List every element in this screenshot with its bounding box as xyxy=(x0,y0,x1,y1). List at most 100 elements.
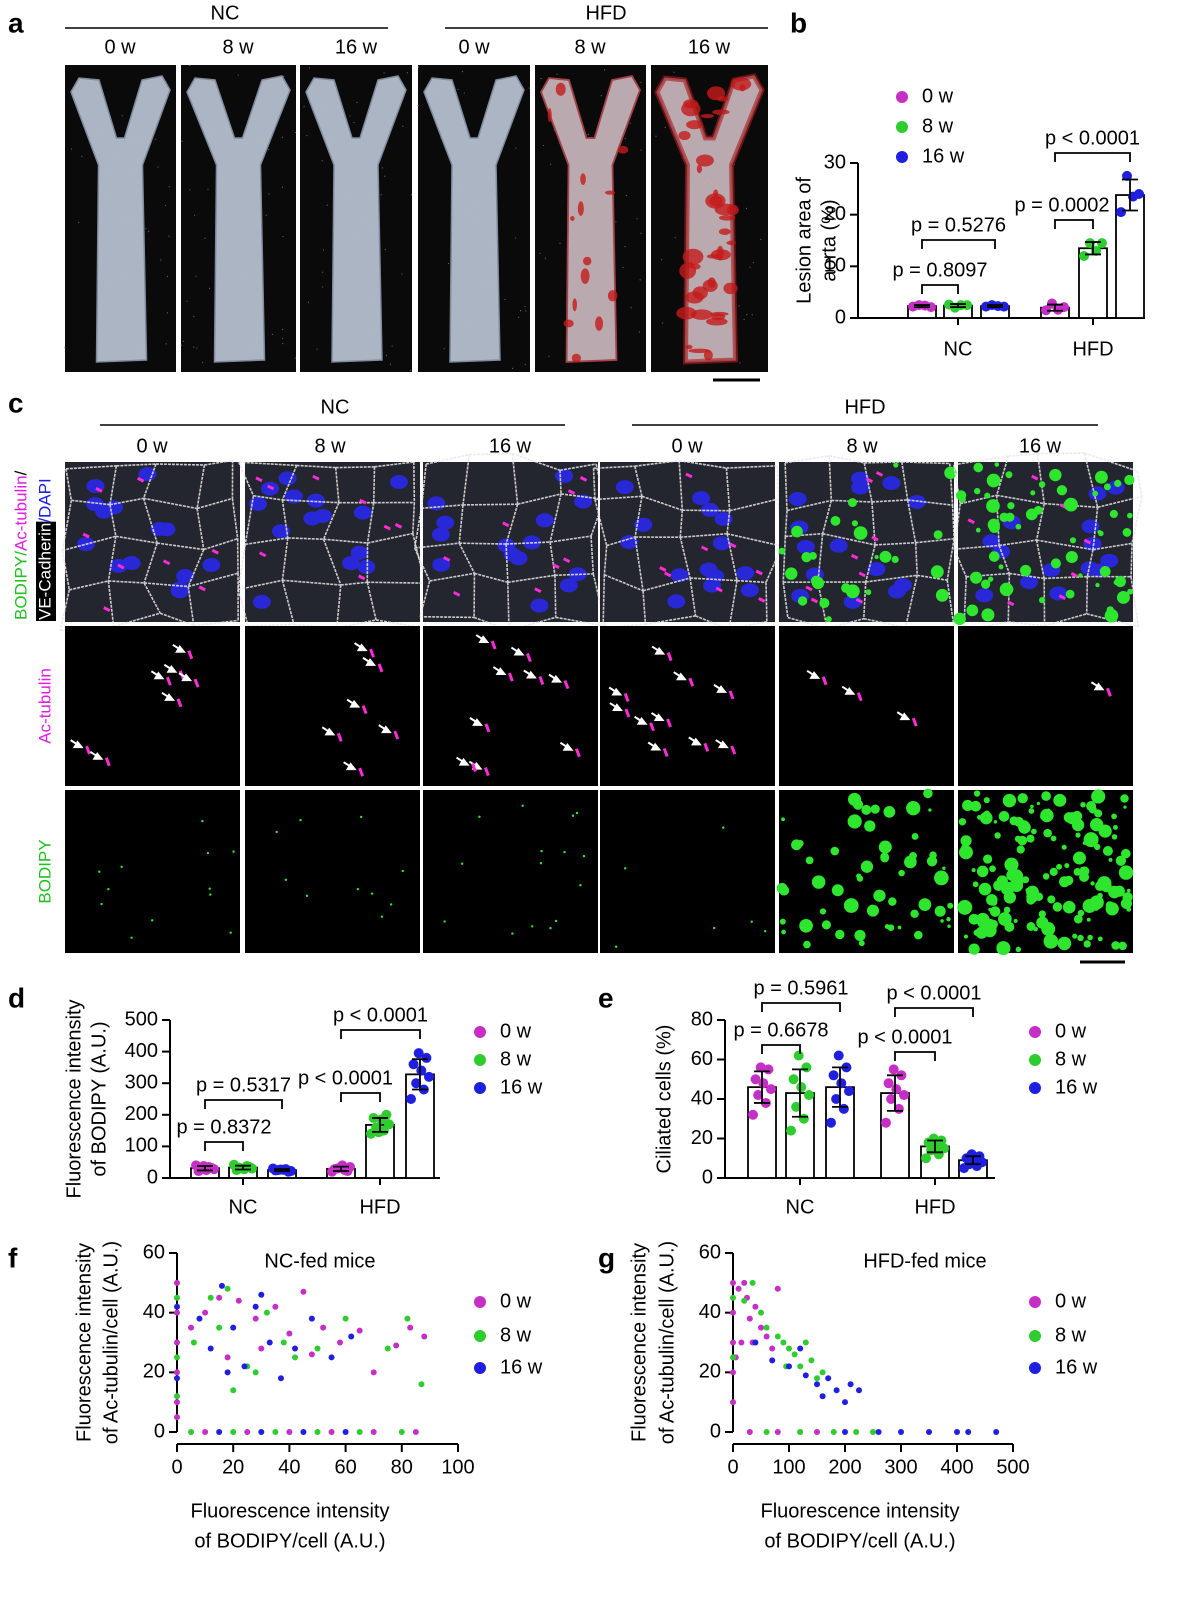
data-point xyxy=(791,1101,802,1112)
lipid xyxy=(996,941,1011,956)
data-point xyxy=(888,1064,899,1075)
lipid xyxy=(791,525,803,538)
lipid xyxy=(792,842,798,848)
x-tick-label: 40 xyxy=(278,1456,300,1478)
speck xyxy=(381,167,383,169)
time-label: 0 w xyxy=(136,435,168,457)
lipid xyxy=(803,940,811,949)
speck xyxy=(384,175,386,177)
data-point xyxy=(418,1381,425,1388)
error-bar xyxy=(274,1168,290,1172)
cilium xyxy=(359,498,367,505)
data-point xyxy=(188,1429,195,1435)
lipid xyxy=(299,818,302,822)
lipid xyxy=(1030,490,1036,496)
speck xyxy=(326,204,328,206)
lipid xyxy=(861,804,872,815)
cilium xyxy=(875,471,884,477)
lipid xyxy=(858,940,865,947)
row-label: Ac-tubulin xyxy=(35,668,54,744)
lipid xyxy=(460,862,464,865)
speck xyxy=(662,322,664,324)
row-label: BODIPY xyxy=(35,839,54,903)
nucleus xyxy=(350,545,369,560)
speck xyxy=(282,337,284,340)
bracket xyxy=(921,284,959,294)
y-tick-label: 100 xyxy=(125,1135,158,1157)
error-bar xyxy=(887,1074,903,1112)
data-point xyxy=(758,1324,764,1331)
lipid xyxy=(1056,863,1063,870)
lipid xyxy=(1042,873,1050,880)
error-bar xyxy=(197,1165,213,1172)
lipid xyxy=(1071,818,1085,832)
image-bg xyxy=(600,790,775,953)
speck xyxy=(447,262,450,265)
lipid xyxy=(1047,895,1056,904)
nucleus xyxy=(202,558,221,573)
nucleus xyxy=(699,562,718,577)
lipid xyxy=(1097,529,1102,535)
cilium xyxy=(563,680,570,690)
speck xyxy=(322,249,325,251)
cilium xyxy=(377,663,384,673)
data-point xyxy=(730,1309,736,1316)
bracket xyxy=(1054,152,1131,162)
micrograph xyxy=(65,790,240,953)
speck xyxy=(515,237,517,239)
cilium xyxy=(255,476,263,483)
arrow xyxy=(647,741,662,751)
speck xyxy=(600,95,602,97)
lipid xyxy=(963,934,969,939)
lipid xyxy=(1030,804,1034,809)
nucleus xyxy=(530,598,549,613)
time-label: 8 w xyxy=(222,36,254,58)
lipid xyxy=(865,589,872,596)
speck xyxy=(443,348,445,350)
lipid xyxy=(1099,566,1111,577)
lipid xyxy=(934,870,949,886)
arrow xyxy=(896,711,911,721)
bracket xyxy=(921,239,996,249)
lipid xyxy=(571,814,575,817)
speck xyxy=(202,361,204,364)
image-bg xyxy=(245,626,420,786)
aorta xyxy=(305,75,407,363)
lipid xyxy=(1122,528,1132,537)
p-value: p = 0.0002 xyxy=(1014,194,1109,216)
lipid xyxy=(401,869,404,873)
lipid xyxy=(478,815,481,819)
data-point xyxy=(348,1333,355,1340)
data-point xyxy=(965,1429,972,1435)
y-axis-label: aorta (%) xyxy=(818,199,840,281)
speck xyxy=(168,186,170,188)
data-point xyxy=(202,1429,209,1435)
x-tick-label: 400 xyxy=(940,1456,973,1478)
lipid xyxy=(999,512,1009,523)
speck xyxy=(148,231,150,233)
aorta-image xyxy=(300,65,412,372)
data-point xyxy=(314,1345,321,1352)
panel-label: g xyxy=(598,1242,615,1273)
legend-marker xyxy=(1029,1330,1041,1342)
legend-label: 0 w xyxy=(1055,1290,1087,1312)
data-point xyxy=(797,1429,804,1435)
aorta-image xyxy=(651,65,768,372)
data-point xyxy=(791,1351,798,1358)
data-point xyxy=(308,1315,315,1322)
lipid xyxy=(960,835,972,847)
cilium xyxy=(165,676,172,686)
x-tick-label: HFD xyxy=(1072,338,1113,360)
data-point xyxy=(336,1339,343,1346)
speck xyxy=(524,306,526,308)
time-label: 16 w xyxy=(489,435,532,457)
data-point xyxy=(424,1071,434,1082)
cilium xyxy=(162,559,171,566)
nucleus xyxy=(736,566,755,581)
speck xyxy=(145,227,147,230)
data-point xyxy=(763,1324,770,1331)
lesion xyxy=(572,298,577,312)
y-tick-label: 0 xyxy=(147,1166,158,1188)
data-point xyxy=(870,1429,876,1435)
speck xyxy=(409,369,411,371)
